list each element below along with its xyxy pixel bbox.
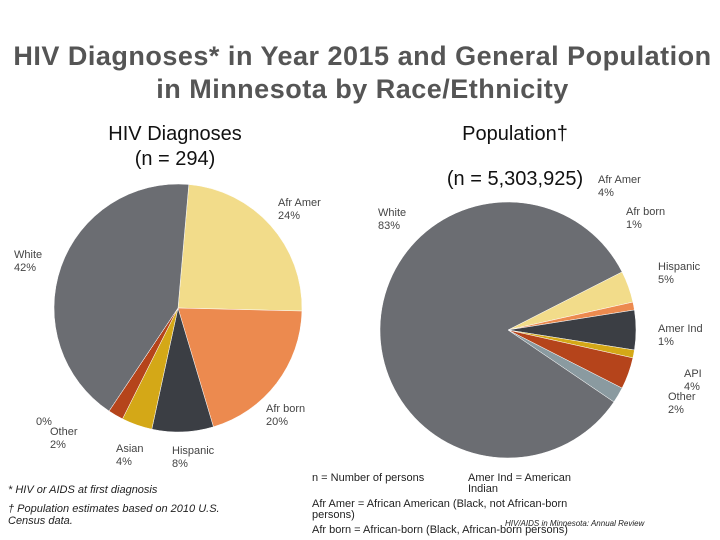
slice-value-label: 1% (658, 336, 674, 348)
note: Amer Ind = American Indian (468, 472, 572, 495)
slice-value-label: 24% (278, 210, 300, 222)
slice-value-label: 1% (626, 219, 642, 231)
slice-label: Afr born (626, 206, 665, 218)
footnote: † Population estimates based on 2010 U.S… (8, 503, 220, 527)
slice-label: Amer Ind (658, 323, 703, 335)
source: HIV/AIDS in Minnesota: Annual Review (505, 519, 645, 528)
slice-value-label: 2% (50, 439, 66, 451)
slice-label: White (14, 249, 42, 261)
note: Afr born = African-born (Black, African-… (312, 524, 568, 536)
slice-value-label: 0% (36, 416, 52, 428)
pie-slice (177, 184, 303, 312)
pie-slice (379, 201, 623, 459)
pie-title: Population† (462, 123, 568, 145)
slice-value-label: 5% (658, 274, 674, 286)
pie-slice (177, 307, 303, 428)
slice-label: Other (668, 391, 696, 403)
slice-label: White (378, 207, 406, 219)
slice-value-label: 4% (116, 456, 132, 468)
note: n = Number of persons (312, 472, 425, 484)
slice-label: API (684, 368, 702, 380)
pie-subtitle: (n = 5,303,925) (446, 168, 584, 190)
slice-label: Afr Amer (598, 174, 641, 186)
slice-label: Afr Amer (278, 197, 321, 209)
slice-value-label: 42% (14, 262, 36, 274)
pie-title: HIV Diagnoses (108, 123, 242, 145)
footnote: * HIV or AIDS at first diagnosis (8, 484, 158, 496)
slice-label: Afr born (266, 403, 305, 415)
pie-subtitle: (n = 294) (134, 148, 216, 170)
slide-title: HIV Diagnoses* in Year 2015 and General … (13, 41, 712, 104)
slice-label: Hispanic (658, 261, 701, 273)
slice-value-label: 83% (378, 220, 400, 232)
slice-value-label: 8% (172, 458, 188, 470)
slice-label: Other (50, 426, 78, 438)
pie-slice (53, 183, 190, 412)
slice-value-label: 2% (668, 404, 684, 416)
slice-label: Hispanic (172, 445, 215, 457)
note: Afr Amer = African American (Black, not … (312, 498, 568, 521)
slice-value-label: 20% (266, 416, 288, 428)
slice-value-label: 4% (598, 187, 614, 199)
slice-value-label: 4% (684, 381, 700, 393)
slice-label: Asian (116, 443, 144, 455)
